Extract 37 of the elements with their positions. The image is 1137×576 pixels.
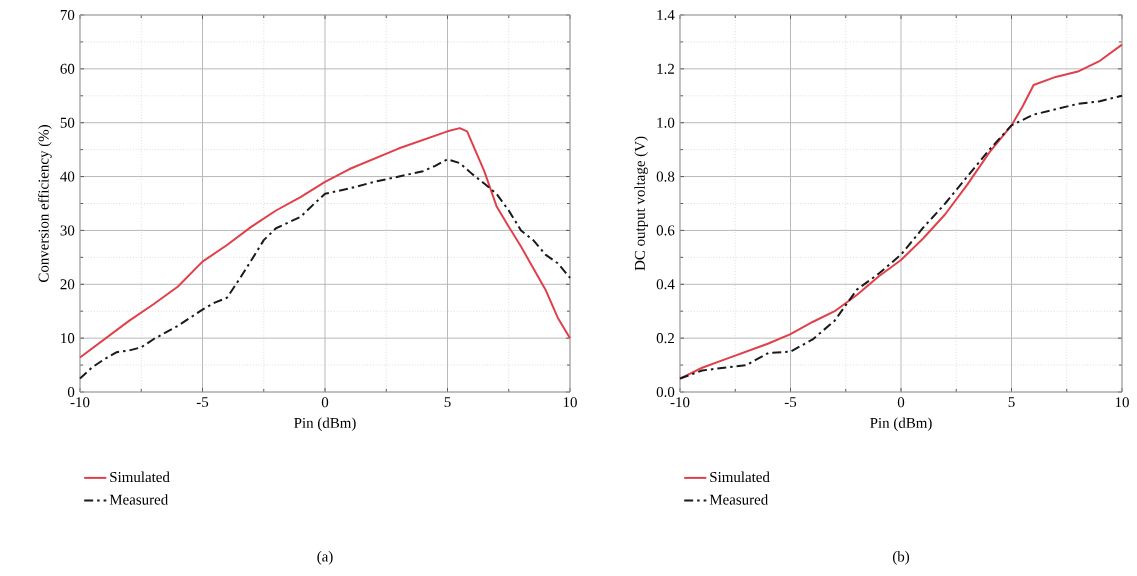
y-axis-title: Conversion efficiency (%) <box>37 125 52 283</box>
y-tick-label: 70 <box>60 9 75 21</box>
legend-label: Simulated <box>110 471 170 483</box>
legend-label: Measured <box>709 494 769 505</box>
x-tick-label: -5 <box>784 397 797 408</box>
text: (b) <box>892 551 910 565</box>
y-tick-label: 50 <box>60 117 75 128</box>
x-axis-title: Pin (dBm) <box>870 417 932 431</box>
y-tick-label: 1.4 <box>657 9 675 21</box>
y-tick-label: 0 <box>67 386 75 398</box>
y-tick-label: 60 <box>60 63 75 74</box>
x-tick-label: -10 <box>70 397 90 408</box>
x-tick-label: 10 <box>563 397 577 408</box>
x-tick-label: 5 <box>1008 397 1015 408</box>
y-tick-label: 40 <box>60 171 75 182</box>
y-tick-label: 0.0 <box>656 386 675 398</box>
x-tick-label: 0 <box>321 397 329 408</box>
y-tick-label: 10 <box>61 333 75 344</box>
x-tick-label: 5 <box>444 397 451 408</box>
y-tick-label: 0.4 <box>656 279 675 290</box>
legend-label: Simulated <box>710 471 770 483</box>
y-tick-label: 20 <box>60 279 75 290</box>
y-tick-label: 1.2 <box>657 63 674 74</box>
y-tick-label: 0.6 <box>656 225 675 236</box>
y-tick-label: 0.2 <box>656 333 674 344</box>
y-tick-label: 0.8 <box>656 171 675 182</box>
x-tick-label: 0 <box>897 397 905 408</box>
x-tick-label: -5 <box>196 397 209 408</box>
text: (a) <box>317 551 333 565</box>
y-tick-label: 30 <box>60 225 75 236</box>
y-tick-label: 1.0 <box>657 117 675 128</box>
line-series <box>679 94 1124 380</box>
x-tick-label: 10 <box>1115 397 1129 408</box>
x-axis-title: Pin (dBm) <box>294 417 356 431</box>
x-tick-label: -10 <box>670 397 690 408</box>
y-axis-title: DC output voltage (V) <box>634 136 648 271</box>
legend-label: Measured <box>109 494 169 505</box>
